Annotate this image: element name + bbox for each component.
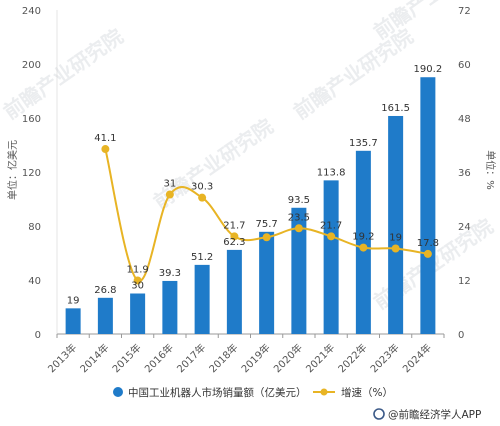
bar [194,264,210,334]
y-left-tick-label: 80 [28,222,41,233]
growth-value-label: 19.2 [352,232,374,243]
x-tick-label: 2017年 [174,341,208,375]
growth-value-label: 23.5 [288,212,310,223]
growth-point [262,233,271,242]
x-tick-label: 2024年 [400,341,434,375]
bar-value-label: 135.7 [349,138,378,149]
growth-value-label: 41.1 [94,133,116,144]
legend-bar-label: 中国工业机器人市场销量额（亿美元） [128,386,307,399]
bar-value-label: 51.2 [191,252,213,263]
legend: 中国工业机器人市场销量额（亿美元） 增速（%） [113,386,393,399]
y-left-tick-label: 120 [22,168,41,179]
x-tick-label: 2013年 [45,341,79,375]
bar [226,249,242,334]
y-right-tick-label: 0 [458,330,464,341]
bar-value-label: 30 [131,281,144,292]
legend-bar-marker [113,387,123,397]
y-right-tick-label: 72 [458,6,471,17]
legend-line-dot [320,388,328,396]
bar-value-label: 93.5 [288,195,310,206]
bar [388,115,404,334]
watermark-text: 前瞻产业研究院 [369,0,497,44]
y-right-tick-label: 36 [458,168,471,179]
y-right-tick-label: 60 [458,60,471,71]
bar-series [65,77,436,334]
bar [323,180,339,334]
x-tick-label: 2022年 [335,341,369,375]
x-tick-label: 2016年 [142,341,176,375]
x-tick-label: 2015年 [109,341,143,375]
bar [97,297,113,334]
growth-value-label: 21.7 [223,220,245,231]
bar [420,77,436,334]
growth-point [391,244,400,253]
growth-point [294,224,303,233]
bar-value-label: 161.5 [381,103,410,114]
growth-value-label: 21.7 [320,220,342,231]
credit-text: @前瞻经济学人APP [388,408,481,421]
bar [355,150,371,334]
x-tick-label: 2021年 [303,341,337,375]
growth-point [165,190,174,199]
y-right-tick-label: 12 [458,276,471,287]
y-right-tick-label: 24 [458,222,471,233]
bar-value-label: 113.8 [317,167,346,178]
growth-line [104,148,429,282]
y-left-tick-label: 40 [28,276,41,287]
growth-point [327,232,336,241]
growth-value-label: 31 [164,179,177,190]
growth-value-label: 19 [389,233,402,244]
credit-logo-icon [373,408,385,420]
growth-value-label: 30.3 [191,182,213,193]
y-axis-right-title: 单位：% [484,150,497,190]
x-tick-label: 2018年 [206,341,240,375]
y-axis-left-title: 单位：亿美元 [6,140,19,200]
bar-value-label: 190.2 [414,64,443,75]
x-tick-label: 2020年 [271,341,305,375]
x-tick-label: 2023年 [367,341,401,375]
credit: @前瞻经济学人APP [373,408,481,421]
watermark-text: 前瞻产业研究院 [0,24,128,124]
bar-value-label: 26.8 [94,285,116,296]
growth-point [101,145,110,154]
data-labels: 19 26.8 30 39.3 51.2 62.3 75.7 93.5 113.8 135.7 16… [67,64,442,306]
x-tick-label: 2019年 [238,341,272,375]
bar [130,293,146,334]
bar-value-label: 75.7 [255,219,277,230]
bar-value-label: 39.3 [159,268,181,279]
y-left-tick-label: 160 [22,114,41,125]
bar [291,207,307,334]
y-right-tick-label: 48 [458,114,471,125]
legend-line-label: 增速（%） [341,386,393,399]
growth-point [230,232,239,241]
growth-point [423,249,432,258]
bar [259,231,275,334]
y-left-tick-label: 240 [22,6,41,17]
bar [162,280,178,334]
y-left-tick-label: 0 [35,330,41,341]
x-tick-label: 2014年 [77,341,111,375]
growth-point [359,243,368,252]
growth-point [198,193,207,202]
line-series [101,145,432,285]
growth-value-label: 11.9 [126,264,148,275]
bar [65,308,81,334]
growth-point [133,276,142,285]
y-left-tick-label: 200 [22,60,41,71]
bar-value-label: 62.3 [223,237,245,248]
growth-value-label: 17.8 [417,238,439,249]
bar-value-label: 19 [67,295,80,306]
